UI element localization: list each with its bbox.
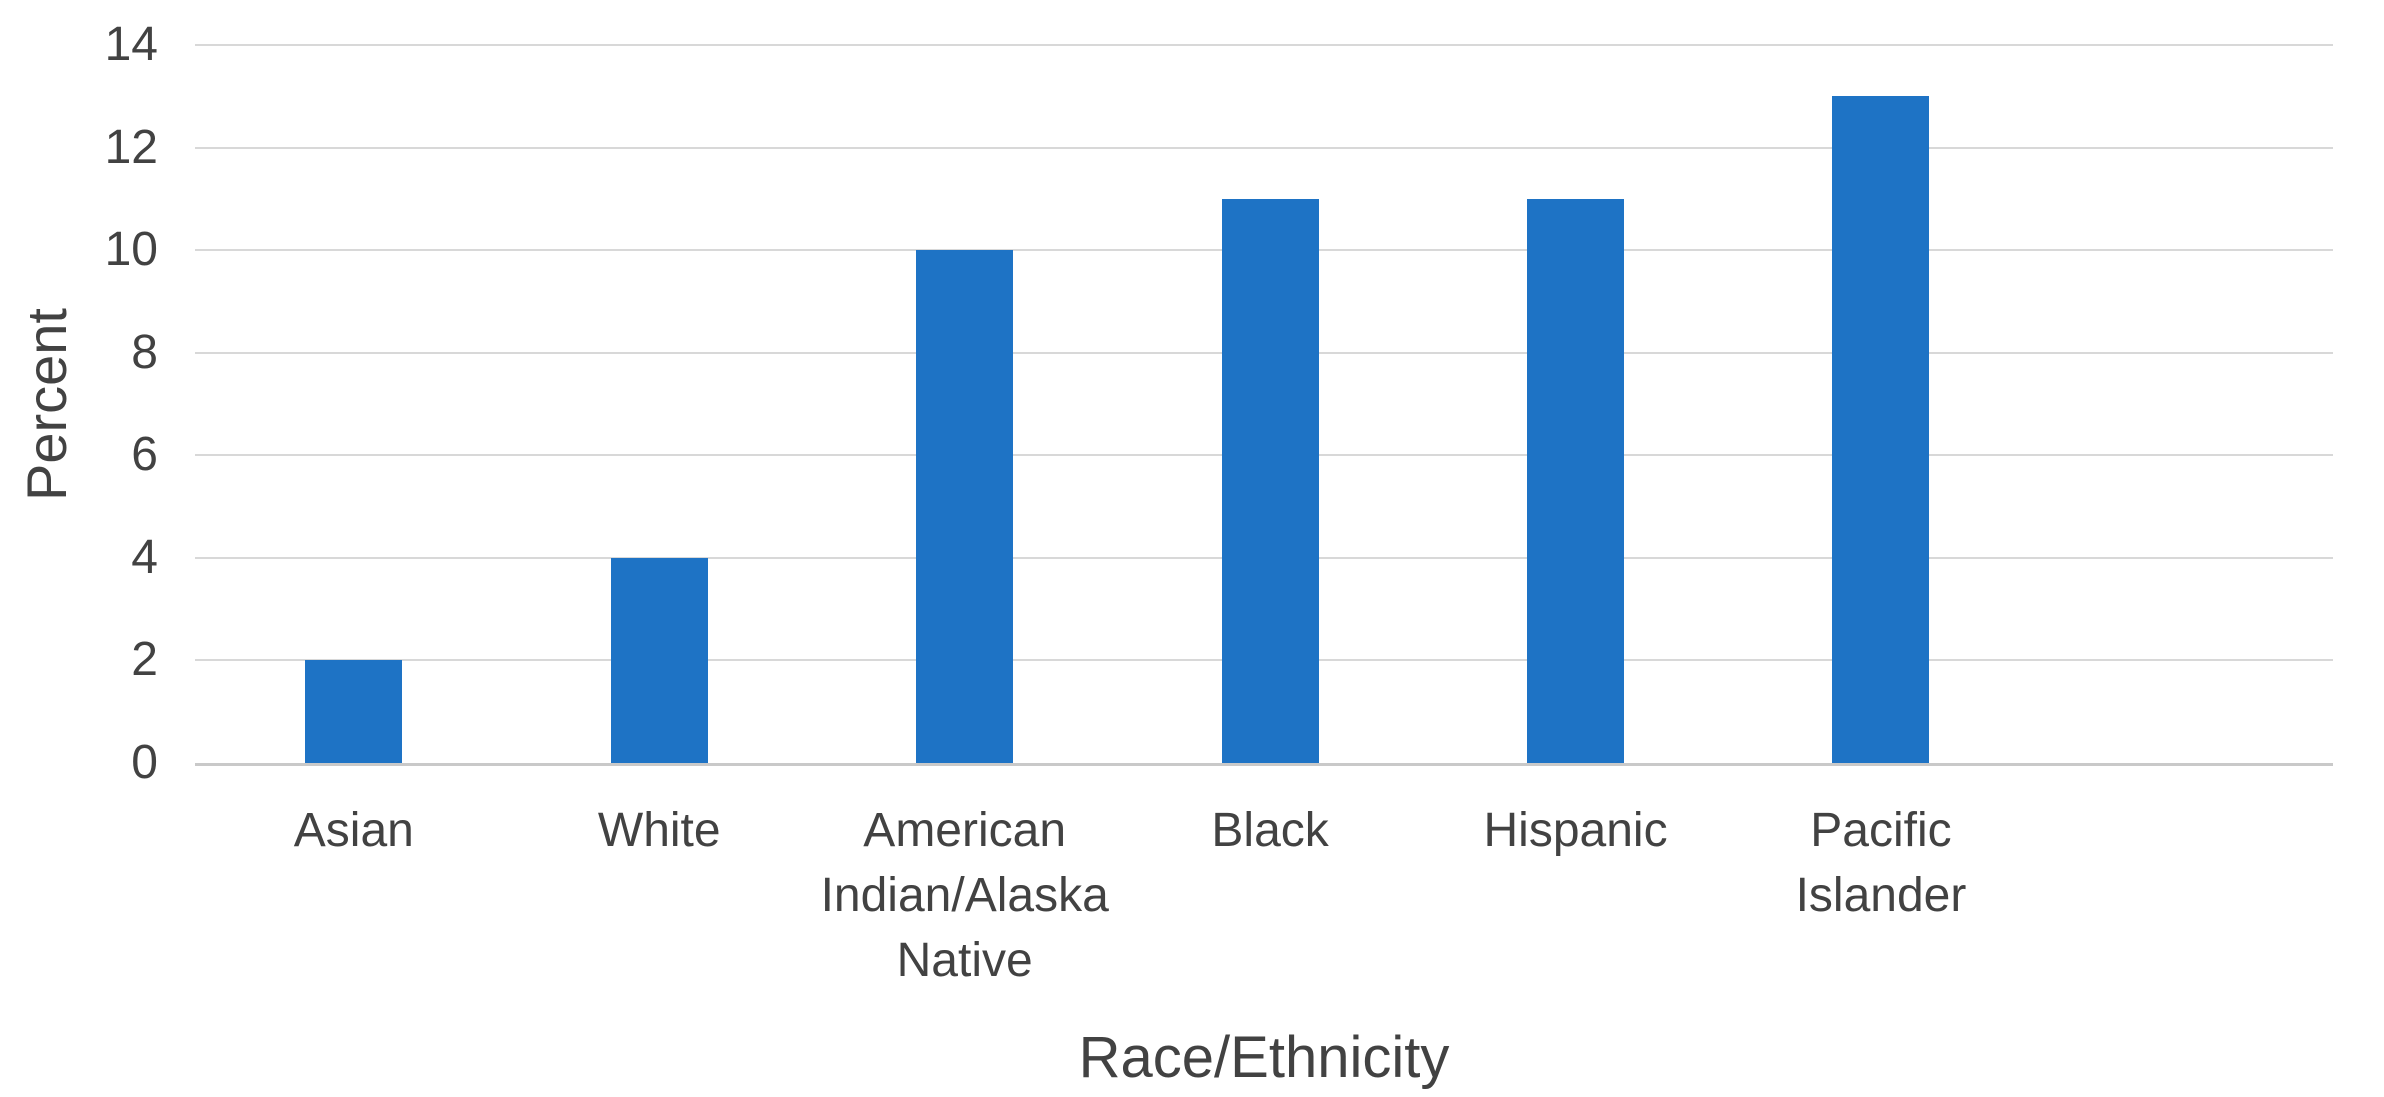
y-tick-label-0: 0 — [131, 736, 158, 789]
bar-asian — [305, 660, 403, 763]
y-tick-label-2: 2 — [131, 633, 158, 687]
x-label-line: Native — [896, 934, 1033, 987]
x-axis-baseline — [195, 763, 2333, 766]
x-label-hispanic: Hispanic — [1416, 798, 1736, 863]
x-label-line: Asian — [293, 804, 414, 857]
x-axis-title: Race/Ethnicity — [1078, 1025, 1450, 1090]
x-label-line: American — [863, 804, 1067, 857]
gridline-12 — [195, 146, 2333, 149]
x-label-line: White — [597, 804, 721, 857]
y-tick-label-12: 12 — [104, 120, 158, 174]
gridline-14 — [195, 44, 2333, 46]
bar-black — [1221, 198, 1319, 763]
bar-hispanic — [1527, 198, 1625, 763]
x-label-line: Hispanic — [1483, 804, 1668, 857]
y-tick-label-4: 4 — [131, 530, 158, 584]
plot-area — [195, 44, 2333, 766]
x-label-line: Black — [1211, 804, 1329, 857]
bar-pacific-islander — [1832, 96, 1930, 763]
bar-white — [610, 557, 708, 763]
x-label-american-indian-alaska-native: American Indian/Alaska Native — [805, 798, 1125, 993]
y-tick-label-14: 14 — [104, 18, 158, 71]
x-label-line: Indian/Alaska — [820, 869, 1109, 922]
y-tick-label-10: 10 — [104, 223, 158, 277]
x-label-black: Black — [1110, 798, 1430, 863]
y-tick-label-6: 6 — [131, 428, 158, 482]
y-tick-label-8: 8 — [131, 325, 158, 379]
x-label-line: Islander — [1795, 869, 1967, 922]
x-label-asian: Asian — [194, 798, 514, 863]
x-label-line: Pacific — [1810, 804, 1952, 857]
x-label-pacific-islander: Pacific Islander — [1721, 798, 2041, 928]
x-label-white: White — [499, 798, 819, 863]
bar-american-indian-alaska-native — [916, 250, 1014, 763]
